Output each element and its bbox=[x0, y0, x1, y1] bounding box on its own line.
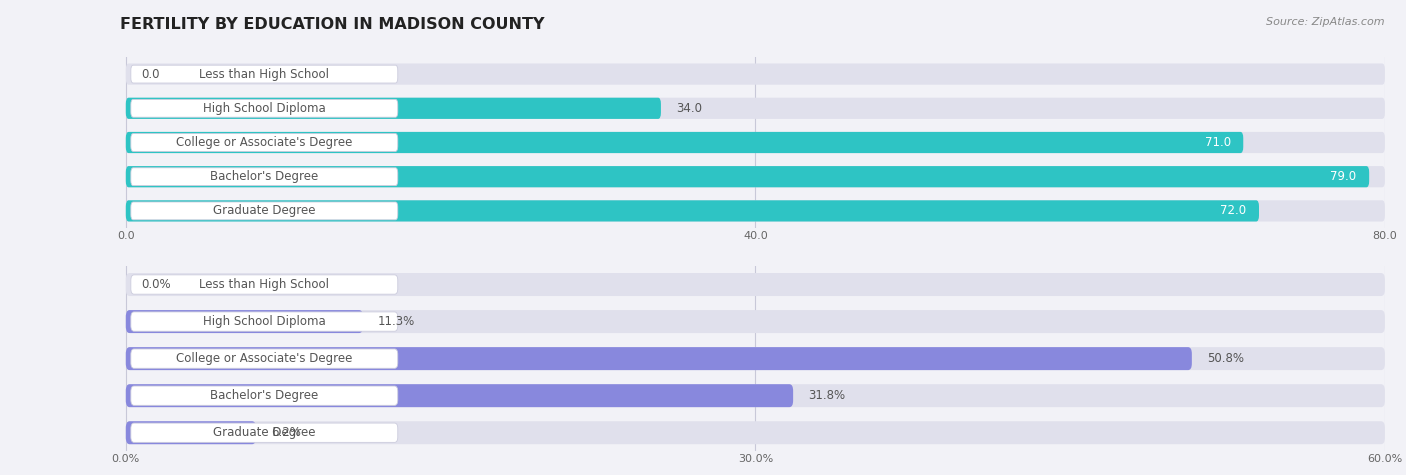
Text: Less than High School: Less than High School bbox=[200, 67, 329, 81]
Text: 79.0: 79.0 bbox=[1330, 170, 1357, 183]
FancyBboxPatch shape bbox=[131, 65, 398, 83]
FancyBboxPatch shape bbox=[131, 202, 398, 220]
FancyBboxPatch shape bbox=[125, 98, 1385, 119]
Text: 6.2%: 6.2% bbox=[271, 426, 301, 439]
Text: 31.8%: 31.8% bbox=[808, 389, 845, 402]
FancyBboxPatch shape bbox=[131, 168, 398, 186]
FancyBboxPatch shape bbox=[131, 312, 398, 331]
FancyBboxPatch shape bbox=[125, 347, 1192, 370]
Text: 11.3%: 11.3% bbox=[378, 315, 415, 328]
Text: Graduate Degree: Graduate Degree bbox=[214, 426, 315, 439]
FancyBboxPatch shape bbox=[125, 273, 1385, 296]
FancyBboxPatch shape bbox=[131, 275, 398, 294]
FancyBboxPatch shape bbox=[131, 386, 398, 405]
Text: 72.0: 72.0 bbox=[1220, 204, 1246, 218]
FancyBboxPatch shape bbox=[131, 423, 398, 442]
FancyBboxPatch shape bbox=[125, 310, 363, 333]
FancyBboxPatch shape bbox=[125, 347, 1385, 370]
FancyBboxPatch shape bbox=[125, 166, 1385, 187]
Text: Graduate Degree: Graduate Degree bbox=[214, 204, 315, 218]
FancyBboxPatch shape bbox=[125, 64, 1385, 85]
Text: Source: ZipAtlas.com: Source: ZipAtlas.com bbox=[1267, 17, 1385, 27]
Text: High School Diploma: High School Diploma bbox=[202, 315, 326, 328]
FancyBboxPatch shape bbox=[125, 166, 1369, 187]
FancyBboxPatch shape bbox=[125, 421, 256, 444]
FancyBboxPatch shape bbox=[125, 310, 1385, 333]
FancyBboxPatch shape bbox=[125, 200, 1258, 221]
FancyBboxPatch shape bbox=[131, 133, 398, 152]
Text: 50.8%: 50.8% bbox=[1206, 352, 1244, 365]
Text: 71.0: 71.0 bbox=[1205, 136, 1230, 149]
Text: 0.0: 0.0 bbox=[141, 67, 159, 81]
Text: Bachelor's Degree: Bachelor's Degree bbox=[209, 389, 318, 402]
Text: High School Diploma: High School Diploma bbox=[202, 102, 326, 115]
FancyBboxPatch shape bbox=[131, 349, 398, 368]
FancyBboxPatch shape bbox=[125, 384, 793, 407]
FancyBboxPatch shape bbox=[131, 99, 398, 117]
FancyBboxPatch shape bbox=[125, 200, 1385, 221]
Text: College or Associate's Degree: College or Associate's Degree bbox=[176, 352, 353, 365]
FancyBboxPatch shape bbox=[125, 384, 1385, 407]
FancyBboxPatch shape bbox=[125, 132, 1243, 153]
FancyBboxPatch shape bbox=[125, 421, 1385, 444]
Text: College or Associate's Degree: College or Associate's Degree bbox=[176, 136, 353, 149]
Text: 34.0: 34.0 bbox=[676, 102, 702, 115]
FancyBboxPatch shape bbox=[125, 132, 1385, 153]
Text: FERTILITY BY EDUCATION IN MADISON COUNTY: FERTILITY BY EDUCATION IN MADISON COUNTY bbox=[120, 17, 544, 32]
FancyBboxPatch shape bbox=[125, 98, 661, 119]
Text: Bachelor's Degree: Bachelor's Degree bbox=[209, 170, 318, 183]
Text: 0.0%: 0.0% bbox=[141, 278, 170, 291]
Text: Less than High School: Less than High School bbox=[200, 278, 329, 291]
